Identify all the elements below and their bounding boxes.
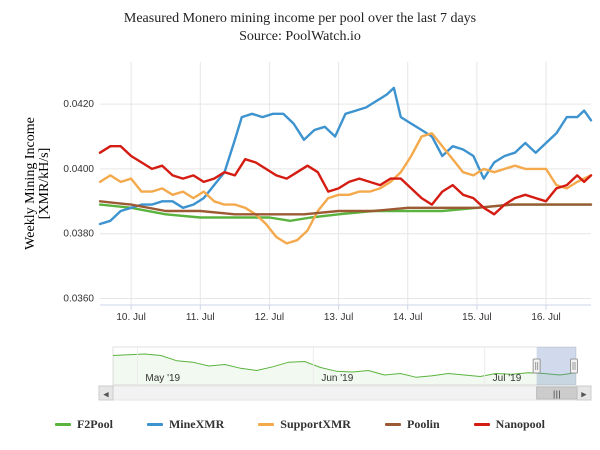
series-line-f2pool[interactable] (98, 203, 593, 222)
axis-layer: 0.0360 0.0380 0.0400 0.0420 10. Jul 11. Jul 12… (23, 99, 591, 323)
chart-subtitle: Source: PoolWatch.io (239, 29, 361, 44)
scrollbar-thumb[interactable] (536, 386, 578, 400)
x-tick-label: 12. Jul (255, 312, 284, 323)
navigator-series-line (112, 353, 577, 378)
scroll-right-arrow-icon: ▶ (581, 391, 587, 399)
legend-swatch (258, 422, 275, 426)
series-line-poolin[interactable] (98, 200, 593, 216)
x-tick-label: 13. Jul (324, 312, 353, 323)
x-tick-label: 15. Jul (462, 312, 491, 323)
legend-swatch (384, 422, 401, 426)
y-tick-label: 0.0360 (63, 294, 94, 305)
x-tick-label: 14. Jul (393, 312, 422, 323)
y-tick-label: 0.0400 (63, 164, 94, 175)
x-tick-label: 11. Jul (186, 312, 215, 323)
navigator[interactable]: May '19 Jun '19 Jul '19 ◀ ▶ ||| (98, 346, 592, 401)
y-tick-label: 0.0420 (63, 99, 94, 110)
legend-label: Poolin (406, 416, 440, 431)
navigator-label: Jul '19 (493, 373, 522, 384)
chart-title: Measured Monero mining income per pool o… (123, 11, 477, 26)
legend-label: Nanopool (495, 416, 546, 431)
legend-item-nanopool[interactable]: Nanopool (473, 414, 546, 434)
legend-label: MineXMR (168, 416, 225, 431)
legend: F2Pool MineXMR SupportXMR Poolin Nanopool (0, 414, 600, 434)
scroll-left-arrow-icon: ◀ (103, 391, 109, 399)
legend-swatch (473, 422, 490, 426)
x-tick-label: 10. Jul (116, 312, 145, 323)
series-line-supportxmr[interactable] (98, 132, 593, 245)
grid-layer (100, 62, 591, 305)
y-axis-label: Weekly Mining Income[XMR/kH/s] (23, 117, 52, 250)
navigator-selection[interactable] (536, 347, 576, 385)
line-chart: 0.0360 0.0380 0.0400 0.0420 10. Jul 11. Jul 12… (23, 62, 593, 401)
x-tick-label: 16. Jul (531, 312, 560, 323)
legend-swatch (146, 422, 163, 426)
series-line-nanopool[interactable] (98, 145, 593, 216)
series-line-minexmr[interactable] (98, 86, 593, 226)
navigator-area (113, 354, 576, 385)
legend-label: F2Pool (76, 416, 113, 431)
legend-label: SupportXMR (280, 416, 351, 431)
navigator-handle-right[interactable] (570, 358, 578, 374)
scrollbar-track[interactable] (98, 385, 592, 401)
scrollbar-left-button[interactable] (98, 385, 114, 401)
legend-item-poolin[interactable]: Poolin (384, 414, 440, 434)
legend-item-supportxmr[interactable]: SupportXMR (258, 414, 351, 434)
y-tick-label: 0.0380 (63, 229, 94, 240)
legend-item-f2pool[interactable]: F2Pool (54, 414, 113, 434)
navigator-handle-left[interactable] (532, 358, 541, 374)
navigator-label: Jun '19 (321, 373, 353, 384)
legend-item-minexmr[interactable]: MineXMR (146, 414, 225, 434)
legend-swatch (54, 422, 71, 426)
scrollbar-thumb-grip-icon: ||| (553, 390, 561, 399)
navigator-frame (112, 346, 577, 386)
series-layer (98, 86, 593, 245)
navigator-label: May '19 (145, 373, 180, 384)
